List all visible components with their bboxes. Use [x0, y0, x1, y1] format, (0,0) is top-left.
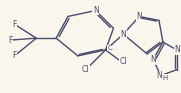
- Text: Cl: Cl: [82, 65, 90, 74]
- Text: N: N: [150, 55, 156, 64]
- Text: F: F: [12, 20, 17, 29]
- Text: N: N: [136, 12, 142, 21]
- Text: N: N: [156, 71, 162, 80]
- Text: Cl: Cl: [120, 57, 127, 66]
- Text: F: F: [12, 51, 17, 60]
- Text: N: N: [174, 45, 180, 54]
- Text: C: C: [107, 45, 112, 51]
- Text: N: N: [93, 6, 98, 15]
- Text: F: F: [8, 36, 13, 45]
- Text: N: N: [121, 30, 126, 39]
- Text: H: H: [162, 74, 168, 81]
